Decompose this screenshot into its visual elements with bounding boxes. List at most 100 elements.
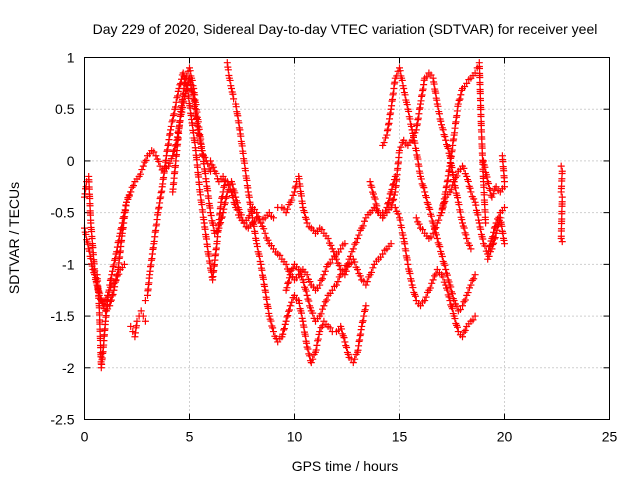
- data-point: [466, 184, 474, 192]
- data-point: [167, 126, 175, 134]
- data-point: [355, 231, 363, 239]
- y-tick-label: 1: [67, 50, 75, 66]
- data-point: [475, 219, 483, 227]
- data-point: [113, 248, 121, 256]
- data-point: [501, 240, 508, 248]
- data-point: [319, 275, 326, 283]
- data-point: [133, 317, 141, 325]
- data-point: [283, 284, 291, 292]
- data-point: [107, 275, 115, 283]
- data-point: [492, 183, 500, 191]
- data-point: [318, 226, 326, 234]
- data-point: [339, 269, 347, 277]
- data-point: [406, 270, 414, 277]
- data-point: [280, 325, 288, 333]
- data-point: [434, 102, 442, 110]
- data-point: [411, 139, 419, 147]
- data-point: [453, 172, 461, 180]
- data-point: [333, 255, 340, 263]
- data-point: [128, 183, 136, 191]
- data-point: [452, 174, 459, 182]
- data-point: [481, 242, 489, 250]
- data-point: [482, 219, 490, 227]
- data-point: [179, 103, 186, 111]
- data-point: [447, 283, 455, 291]
- data-point: [359, 222, 367, 230]
- data-point: [435, 110, 443, 118]
- data-point: [255, 215, 263, 223]
- data-point: [454, 100, 462, 108]
- data-point: [460, 298, 468, 306]
- data-point: [460, 164, 468, 172]
- data-point: [488, 245, 496, 253]
- data-point: [467, 245, 475, 253]
- data-point: [139, 312, 147, 320]
- data-point: [141, 158, 149, 166]
- data-point: [330, 248, 338, 256]
- data-point: [455, 201, 463, 209]
- data-point: [321, 298, 329, 306]
- data-point: [472, 201, 480, 209]
- data-point: [113, 243, 121, 251]
- data-point: [461, 296, 469, 304]
- data-point: [207, 211, 215, 219]
- data-point: [429, 276, 437, 284]
- data-point: [288, 298, 296, 306]
- data-point: [340, 334, 348, 342]
- data-point: [289, 264, 297, 272]
- data-point: [417, 302, 424, 310]
- data-point: [407, 122, 415, 130]
- data-point: [456, 306, 464, 314]
- data-point: [432, 224, 440, 232]
- data-point: [441, 261, 449, 269]
- data-point: [291, 188, 298, 196]
- data-point: [167, 122, 175, 130]
- data-point: [320, 302, 328, 310]
- data-point: [295, 299, 303, 307]
- data-point: [462, 231, 470, 239]
- data-point: [396, 216, 404, 224]
- data-point: [463, 172, 471, 180]
- data-point: [314, 337, 322, 345]
- data-point: [453, 323, 461, 331]
- data-point: [172, 98, 180, 106]
- data-point: [407, 277, 415, 285]
- data-point: [207, 157, 214, 165]
- data-point: [431, 225, 438, 233]
- data-points: [81, 59, 566, 372]
- data-point: [460, 224, 468, 232]
- data-point: [291, 184, 299, 192]
- data-point: [470, 195, 478, 203]
- data-point: [344, 350, 352, 358]
- y-tick-label: 0.5: [55, 101, 75, 117]
- data-point: [317, 276, 325, 284]
- data-point: [313, 341, 321, 349]
- data-point: [485, 252, 493, 260]
- data-point: [212, 170, 220, 178]
- data-point: [217, 214, 225, 222]
- data-point: [303, 219, 311, 227]
- data-point: [436, 243, 444, 251]
- data-point: [481, 163, 489, 171]
- data-point: [215, 224, 223, 232]
- data-point: [439, 201, 447, 209]
- y-tick-label: -2.5: [50, 412, 74, 428]
- data-point: [474, 211, 482, 219]
- data-point: [456, 208, 464, 216]
- data-point: [301, 208, 309, 216]
- data-point: [456, 95, 464, 103]
- data-point: [333, 281, 340, 289]
- data-point: [138, 166, 146, 174]
- data-point: [423, 73, 431, 81]
- data-point: [109, 263, 117, 271]
- data-point: [358, 322, 366, 330]
- data-point: [361, 307, 368, 315]
- data-point: [397, 143, 405, 151]
- data-point: [281, 320, 289, 328]
- data-point: [267, 317, 275, 325]
- data-point: [398, 76, 406, 84]
- data-point: [417, 175, 425, 183]
- data-point: [338, 325, 346, 333]
- data-point: [280, 326, 288, 334]
